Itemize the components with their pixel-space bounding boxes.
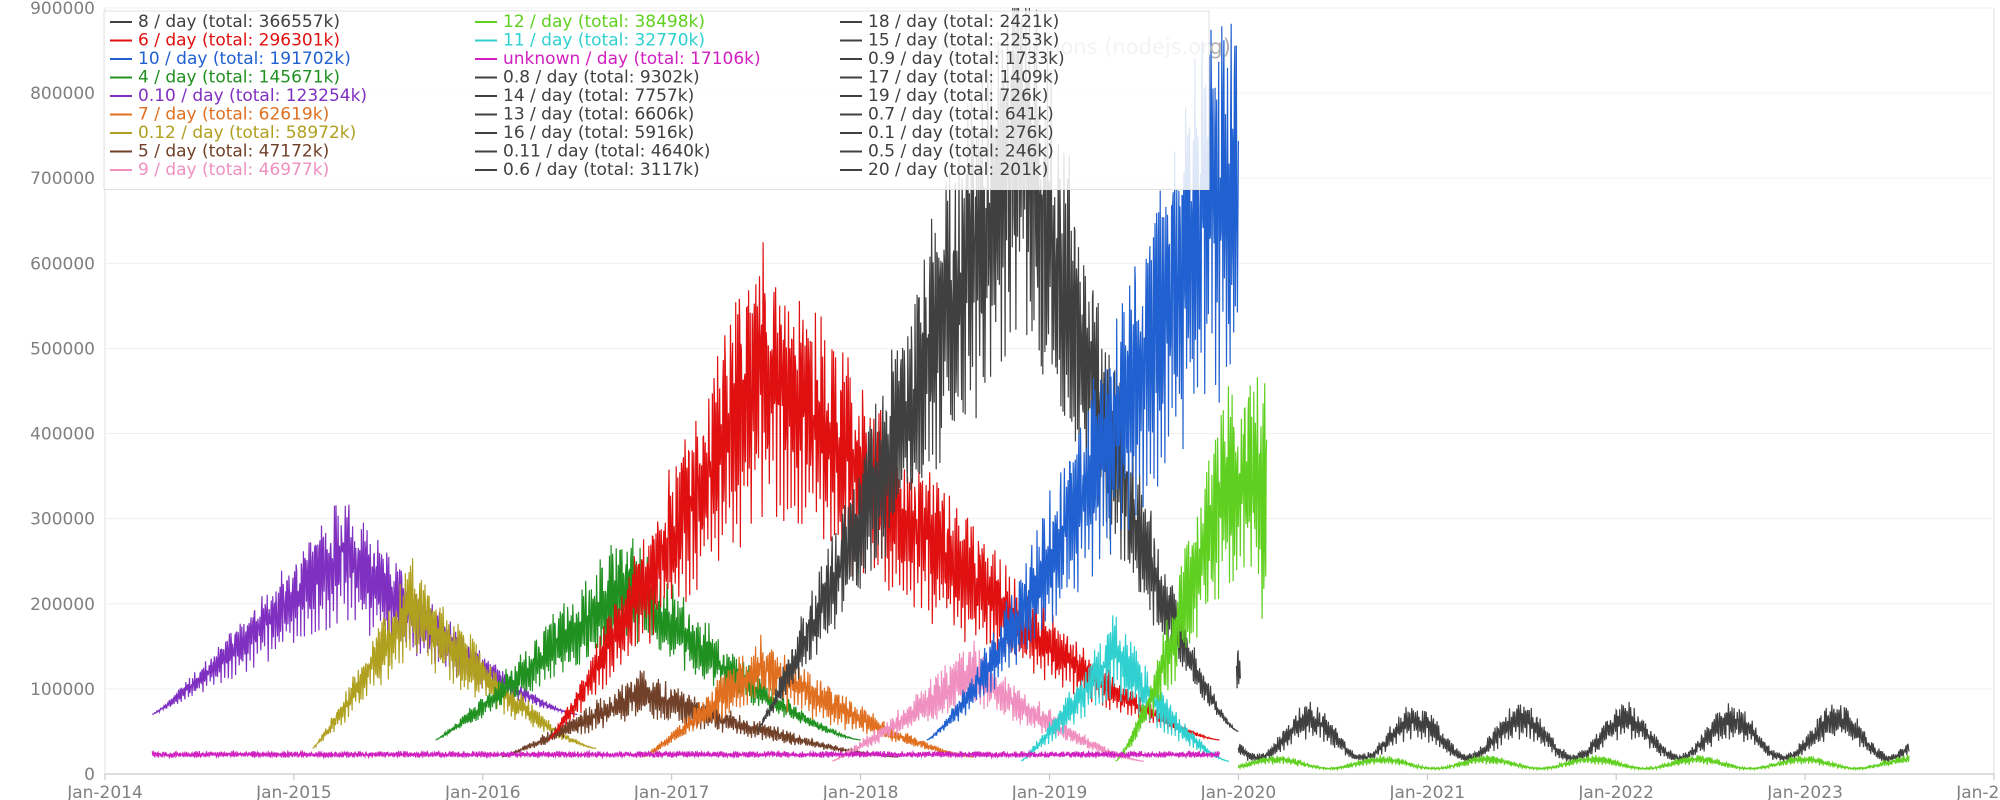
legend-label: 8 / day (total: 366557k) xyxy=(138,12,340,32)
legend-label: 10 / day (total: 191702k) xyxy=(138,49,351,69)
y-tick-label: 200000 xyxy=(30,595,95,615)
series-unknown xyxy=(152,751,1219,758)
legend-label: 6 / day (total: 296301k) xyxy=(138,31,340,51)
chart-svg: 0 100000 200000 300000 400000 500000 600000 700… xyxy=(0,0,2000,800)
legend-label: 16 / day (total: 5916k) xyxy=(503,123,694,143)
y-tick-label: 600000 xyxy=(30,254,95,274)
series-resid-dark xyxy=(1238,702,1909,763)
legend-label: 14 / day (total: 7757k) xyxy=(503,86,694,106)
legend-label: 0.11 / day (total: 4640k) xyxy=(503,142,710,162)
y-tick-label: 900000 xyxy=(30,0,95,19)
x-tick-label: Jan-2019 xyxy=(1011,783,1088,800)
y-tick-label: 400000 xyxy=(30,425,95,445)
legend-label: 5 / day (total: 47172k) xyxy=(138,142,329,162)
legend: 8 / day (total: 366557k)6 / day (total: … xyxy=(104,11,1209,190)
legend-label: 20 / day (total: 201k) xyxy=(868,160,1048,180)
x-tick-label: Jan-2022 xyxy=(1577,783,1654,800)
x-tick-label: Jan-2024 xyxy=(1955,783,2000,800)
x-tick-label: Jan-2020 xyxy=(1200,783,1277,800)
legend-label: 19 / day (total: 726k) xyxy=(868,86,1048,106)
x-tick-label: Jan-2014 xyxy=(66,783,143,800)
legend-label: 0.8 / day (total: 9302k) xyxy=(503,68,700,88)
legend-label: 13 / day (total: 6606k) xyxy=(503,105,694,125)
x-tick-label: Jan-2018 xyxy=(822,783,899,800)
legend-label: 18 / day (total: 2421k) xyxy=(868,12,1059,32)
legend-label: 12 / day (total: 38498k) xyxy=(503,12,705,32)
legend-label: 0.5 / day (total: 246k) xyxy=(868,142,1054,162)
chart-container: 0 100000 200000 300000 400000 500000 600000 700… xyxy=(0,0,2000,800)
legend-label: 0.7 / day (total: 641k) xyxy=(868,105,1054,125)
y-tick-label: 800000 xyxy=(30,84,95,104)
legend-label: 7 / day (total: 62619k) xyxy=(138,105,329,125)
y-tick-label: 700000 xyxy=(30,169,95,189)
legend-label: 0.1 / day (total: 276k) xyxy=(868,123,1054,143)
legend-label: 4 / day (total: 145671k) xyxy=(138,68,340,88)
x-tick-labels: Jan-2014 Jan-2015 Jan-2016 Jan-2017 Jan-2018… xyxy=(66,774,2000,800)
legend-label: 0.6 / day (total: 3117k) xyxy=(503,160,700,180)
x-tick-label: Jan-2015 xyxy=(255,783,332,800)
legend-label: 17 / day (total: 1409k) xyxy=(868,68,1059,88)
legend-label: unknown / day (total: 17106k) xyxy=(503,49,761,69)
legend-label: 15 / day (total: 2253k) xyxy=(868,31,1059,51)
x-tick-label: Jan-2023 xyxy=(1766,783,1843,800)
x-tick-label: Jan-2016 xyxy=(444,783,521,800)
x-tick-label: Jan-2021 xyxy=(1388,783,1465,800)
legend-label: 0.12 / day (total: 58972k) xyxy=(138,123,356,143)
legend-label: 0.10 / day (total: 123254k) xyxy=(138,86,367,106)
legend-label: 0.9 / day (total: 1733k) xyxy=(868,49,1065,69)
y-tick-label: 100000 xyxy=(30,680,95,700)
y-tick-labels: 0 100000 200000 300000 400000 500000 600000 700… xyxy=(30,0,95,785)
x-tick-label: Jan-2017 xyxy=(633,783,710,800)
y-tick-label: 0 xyxy=(84,765,95,785)
y-tick-label: 300000 xyxy=(30,510,95,530)
legend-label: 9 / day (total: 46977k) xyxy=(138,160,329,180)
y-tick-label: 500000 xyxy=(30,339,95,359)
series-spike-2020-dark xyxy=(1237,650,1241,688)
legend-label: 11 / day (total: 32770k) xyxy=(503,31,705,51)
